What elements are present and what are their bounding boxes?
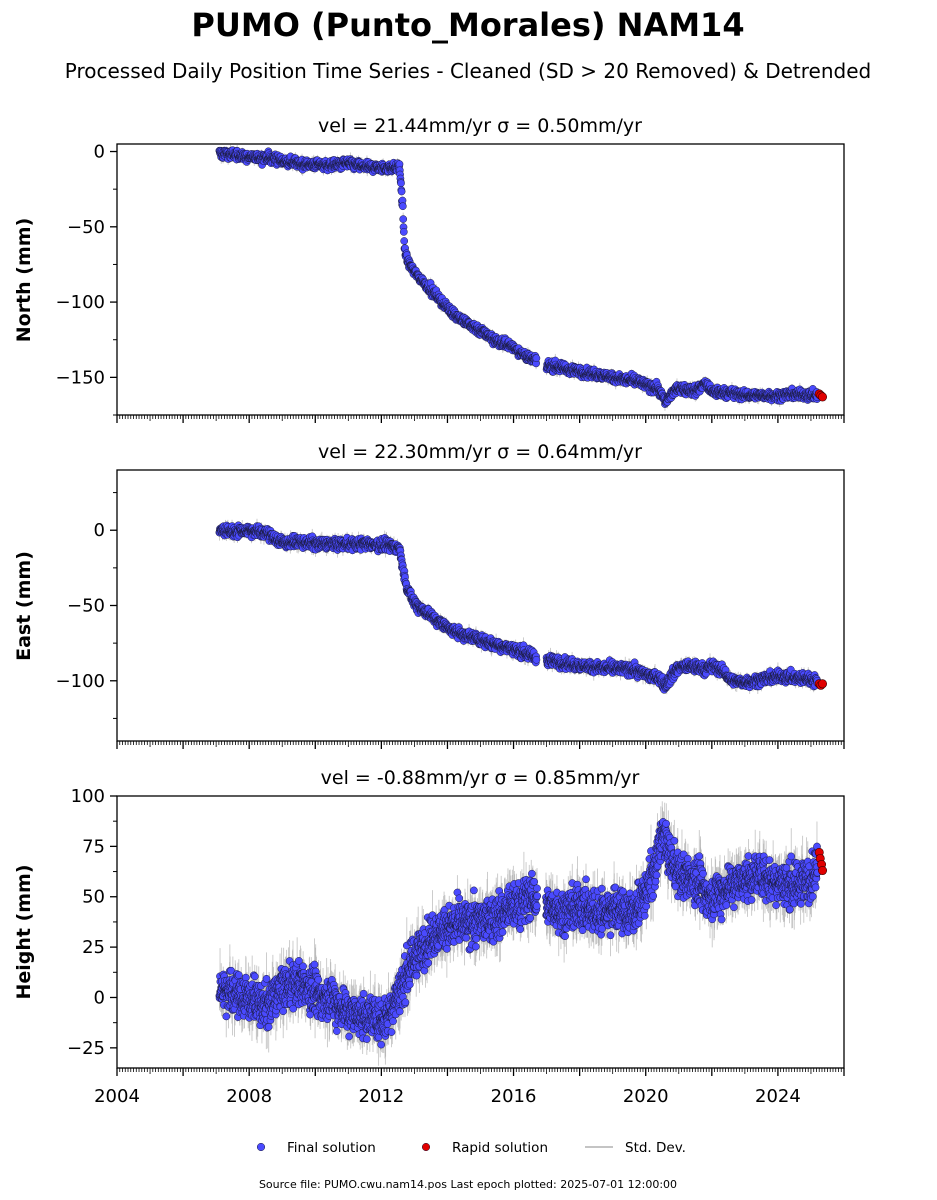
rapid-solution-point <box>818 392 828 402</box>
north-panel: 0 −50 −100 −150 vel = 21.44mm/yr σ = 0.50mm… <box>13 115 845 423</box>
east-panel: 0−50−100 vel = 22.30mm/yr σ = 0.64mm/yr … <box>13 441 845 749</box>
north-ticks: 0 −50 −100 −150 <box>56 142 845 423</box>
final-solution-point <box>397 187 406 196</box>
north-std-dev-bars <box>220 144 818 411</box>
north-y-tick-label: −150 <box>56 367 105 388</box>
final-solution-point <box>398 202 407 211</box>
final-solution-point <box>397 179 405 188</box>
north-panel-title: vel = 21.44mm/yr σ = 0.50mm/yr <box>318 115 642 137</box>
final-solution-point <box>399 228 408 236</box>
north-y-tick-label: −100 <box>56 292 105 313</box>
north-y-tick-label: −50 <box>67 217 105 238</box>
final-solution-point <box>532 354 541 363</box>
north-axes-frame <box>116 143 845 416</box>
figure-title: PUMO (Punto_Morales) NAM14 <box>191 6 744 44</box>
final-solution-point <box>399 215 408 223</box>
north-marks <box>215 144 828 411</box>
final-solution-point <box>400 237 409 245</box>
figure-subtitle: Processed Daily Position Time Series - C… <box>65 59 871 83</box>
north-y-tick-label: 0 <box>94 142 105 163</box>
east-marks <box>215 518 828 695</box>
north-y-axis-label: North (mm) <box>13 218 35 343</box>
